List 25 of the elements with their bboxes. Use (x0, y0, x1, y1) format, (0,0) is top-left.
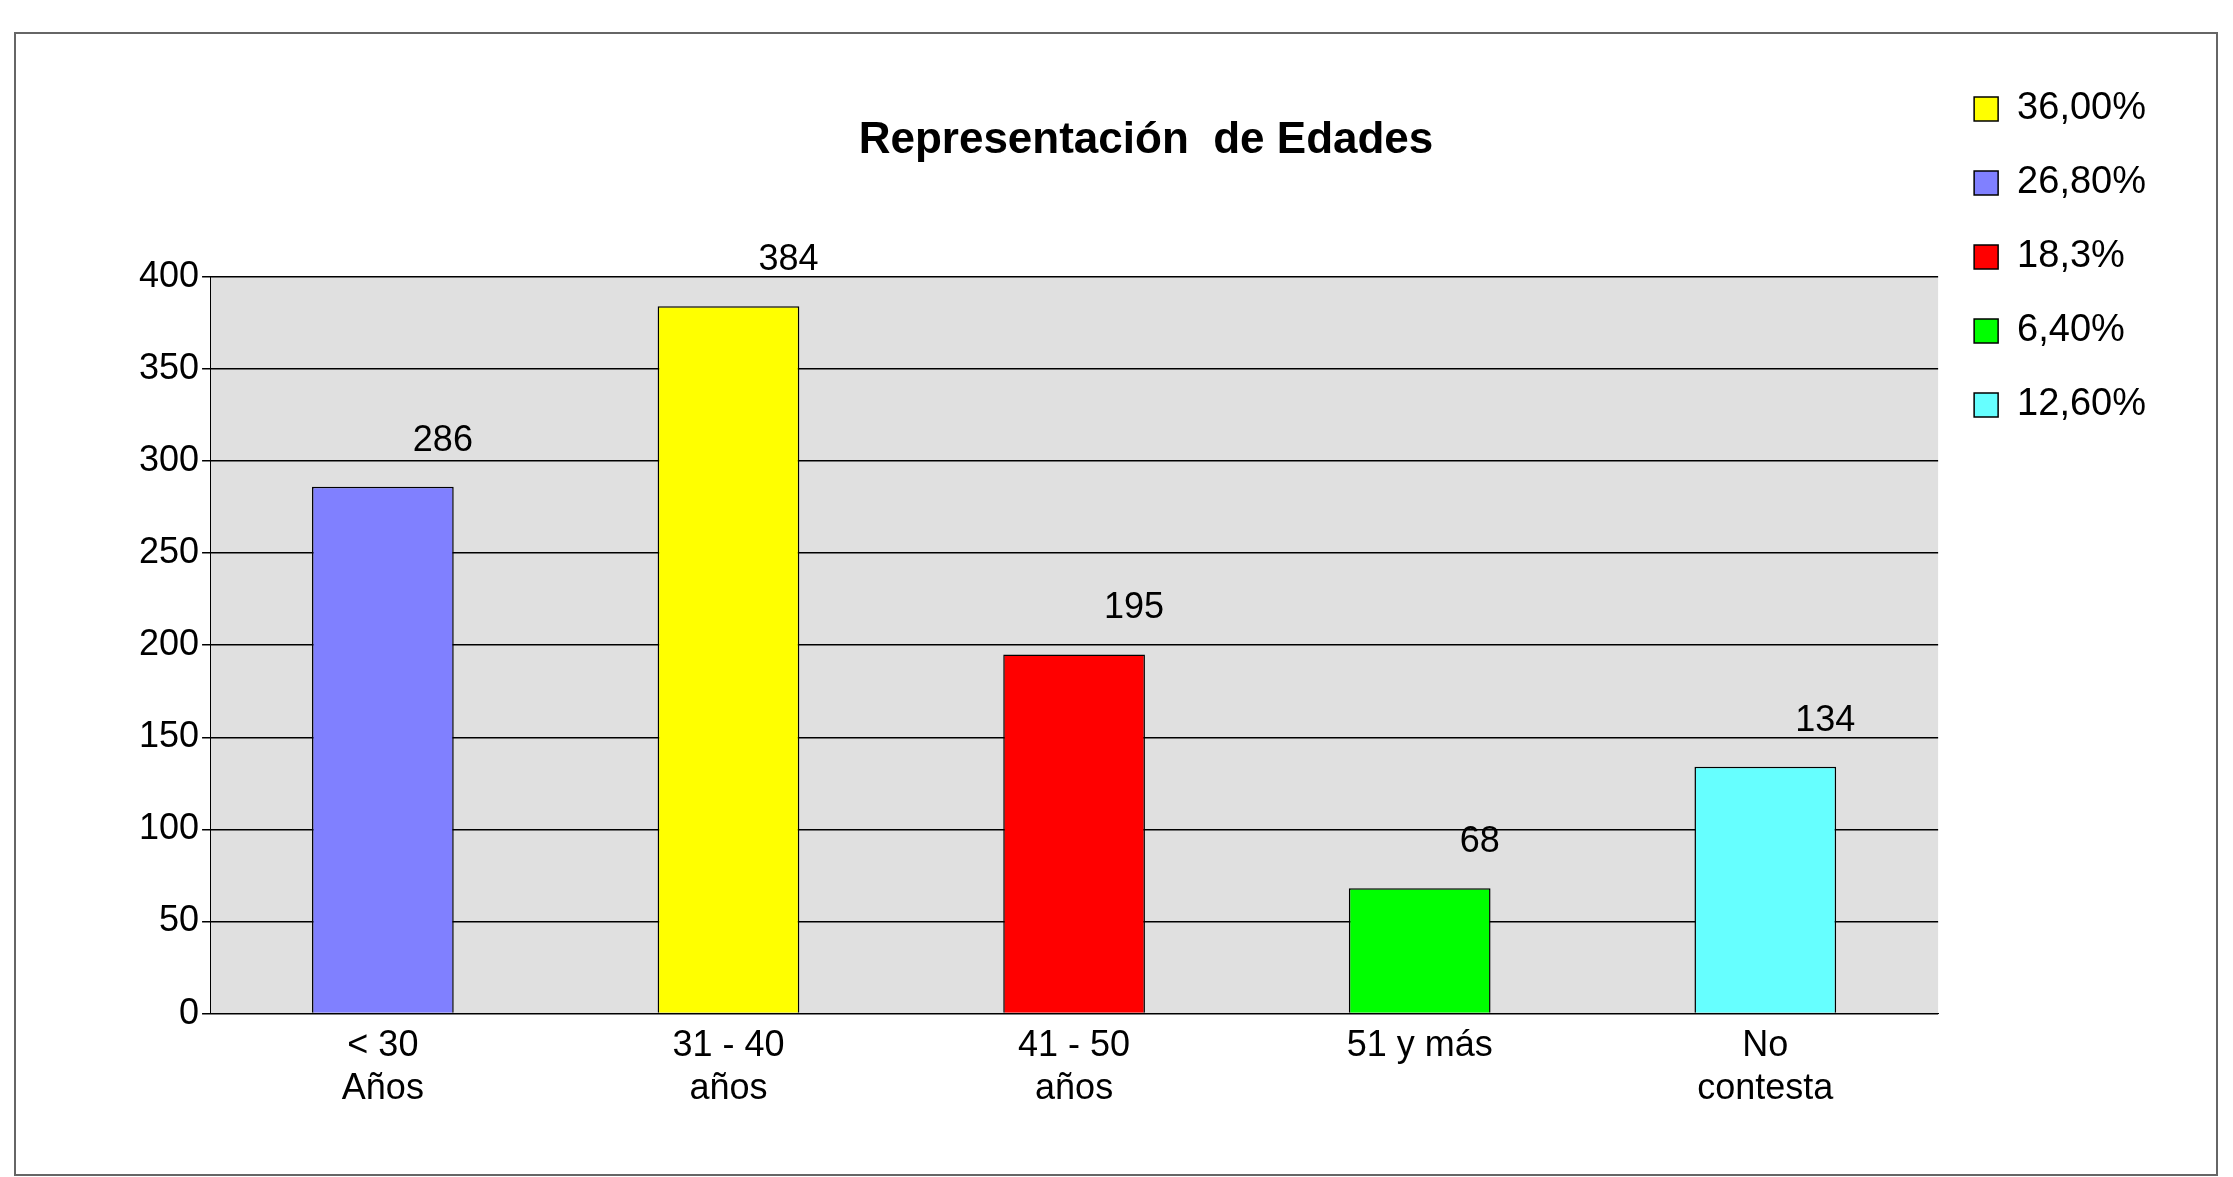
y-tick-label: 200 (138, 622, 200, 664)
legend-label: 36,00% (2017, 85, 2147, 128)
data-label: 68 (1459, 819, 1500, 861)
y-tick-label: 0 (179, 990, 200, 1032)
data-label: 286 (412, 417, 473, 459)
y-tick-label: 300 (138, 437, 200, 479)
data-label: 134 (1795, 697, 1856, 739)
y-tick-label: 350 (138, 345, 200, 387)
data-label: 384 (758, 237, 819, 279)
chart-title: Representación de Edades (858, 112, 1434, 162)
x-tick-label: 51 y más (1346, 1023, 1493, 1065)
data-label: 195 (1104, 585, 1165, 627)
y-tick-label: 150 (138, 714, 200, 756)
y-tick-label: 100 (138, 806, 200, 848)
legend-label: 26,80% (2017, 159, 2147, 202)
legend-label: 18,3% (2017, 233, 2125, 276)
x-tick-label: 41 - 50 años (1018, 1023, 1131, 1108)
x-tick-label: No contesta (1697, 1023, 1835, 1108)
y-tick-label: 250 (138, 530, 200, 572)
x-tick-label: 31 - 40 años (672, 1023, 785, 1108)
legend-label: 6,40% (2017, 307, 2125, 350)
y-tick-label: 50 (159, 898, 200, 940)
x-tick-label: < 30 Años (341, 1023, 424, 1108)
y-tick-label: 400 (138, 253, 200, 295)
legend-label: 12,60% (2017, 381, 2147, 424)
